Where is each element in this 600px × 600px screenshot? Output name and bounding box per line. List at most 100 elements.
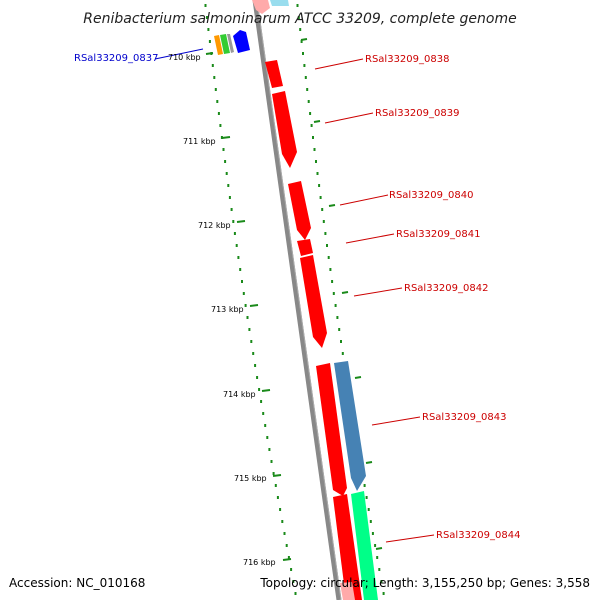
cds-arrow[interactable] (288, 181, 311, 240)
tick-dot (281, 520, 284, 523)
tick-dot (382, 592, 385, 595)
gene-label-0843[interactable]: RSal33209_0843 (422, 412, 506, 423)
tick-dot (336, 316, 339, 319)
tick-dot (237, 256, 240, 259)
tick-dot (290, 568, 293, 571)
tick-dot (303, 64, 306, 67)
tick-mark (354, 376, 362, 379)
gene-label-0837[interactable]: RSal33209_0837 (74, 53, 158, 64)
feature-gray[interactable] (227, 34, 234, 53)
feature-faded-top (252, 0, 270, 14)
tick-dot (296, 4, 299, 7)
tick-dot (230, 208, 233, 211)
tick-dot (374, 544, 377, 547)
tick-dot (225, 172, 228, 175)
tick-mark (300, 38, 308, 41)
tick-dot (227, 184, 230, 187)
tick-mark (328, 204, 336, 207)
tick-dot (365, 496, 368, 499)
tick-dot (220, 136, 223, 139)
tick-dot (260, 400, 263, 403)
tick-dot (246, 316, 249, 319)
tick-dot (239, 268, 242, 271)
feature-orange[interactable] (214, 35, 223, 55)
tick-label: 716 kbp (243, 558, 276, 567)
tick-mark (261, 389, 271, 392)
genome-backbone-highlight (256, 0, 342, 600)
cds-arrow[interactable] (272, 91, 297, 168)
tick-dot (233, 232, 236, 235)
feature-green[interactable] (220, 34, 230, 54)
tick-dot (254, 364, 257, 367)
topology-text: Topology: circular; Length: 3,155,250 bp… (259, 576, 590, 590)
tick-label: 714 kbp (223, 390, 256, 399)
accession-text: Accession: NC_010168 (9, 576, 145, 590)
tick-dot (216, 100, 219, 103)
feature-blue-arrow[interactable] (233, 30, 250, 53)
tick-dot (228, 196, 231, 199)
tick-dot (242, 292, 245, 295)
tick-dot (270, 460, 273, 463)
gene-label-0842[interactable]: RSal33209_0842 (404, 283, 488, 294)
tick-dot (322, 220, 325, 223)
label-leader-0839 (324, 112, 374, 124)
cds-arrow[interactable] (316, 363, 347, 496)
tick-dot (276, 496, 279, 499)
tick-dot (274, 484, 277, 487)
tick-dot (299, 28, 302, 31)
cds-arrow[interactable] (297, 239, 313, 256)
tick-dot (309, 112, 312, 115)
right-track-major-ticks (300, 38, 383, 550)
tick-dot (319, 196, 322, 199)
cds-arrow[interactable] (300, 255, 327, 348)
feature-steelblue[interactable] (334, 361, 366, 491)
gene-label-0841[interactable]: RSal33209_0841 (396, 229, 480, 240)
tick-dot (315, 160, 317, 163)
tick-dot (376, 556, 379, 559)
tick-dot (256, 376, 259, 379)
cds-arrow[interactable] (265, 60, 283, 88)
tick-mark (205, 52, 214, 55)
tick-dot (204, 4, 207, 7)
tick-dot (371, 532, 374, 535)
tick-mark (375, 547, 383, 550)
tick-dot (207, 28, 210, 31)
gene-label-0840[interactable]: RSal33209_0840 (389, 190, 473, 201)
tick-dot (279, 508, 282, 511)
label-leader-0841 (345, 233, 395, 244)
tick-dot (217, 112, 220, 115)
tick-dot (318, 184, 321, 187)
tick-dot (287, 556, 290, 559)
tick-dot (331, 280, 334, 283)
tick-dot (268, 448, 271, 451)
label-leader-0840 (339, 194, 389, 206)
cds-faded-bottom (340, 582, 355, 600)
tick-dot (232, 220, 235, 223)
tick-dot (300, 40, 303, 43)
tick-dot (292, 580, 295, 583)
cds-arrow[interactable] (333, 494, 362, 600)
tick-dot (244, 304, 247, 307)
tick-dot (241, 280, 243, 283)
kbp-tick-711: 711 kbp (183, 136, 231, 146)
tick-dot (283, 532, 286, 535)
kbp-tick-713: 713 kbp (211, 304, 259, 314)
tick-dot (312, 136, 314, 139)
feature-spring[interactable] (351, 491, 378, 600)
gene-label-0838[interactable]: RSal33209_0838 (365, 54, 449, 65)
tick-label: 710 kbp (168, 53, 201, 62)
tick-dot (341, 352, 344, 355)
tick-dot (258, 388, 261, 391)
gene-label-0839[interactable]: RSal33209_0839 (375, 108, 459, 119)
label-leader-0838 (314, 58, 364, 70)
gene-label-0844[interactable]: RSal33209_0844 (436, 530, 520, 541)
label-leader-0843 (371, 416, 421, 426)
kbp-tick-712: 712 kbp (198, 220, 246, 230)
tick-dot (213, 76, 216, 79)
tick-label: 713 kbp (211, 305, 244, 314)
feature-pale-top (270, 0, 289, 6)
tick-dot (208, 40, 211, 43)
tick-mark (249, 304, 259, 307)
tick-dot (363, 484, 366, 487)
tick-dot (380, 580, 383, 583)
